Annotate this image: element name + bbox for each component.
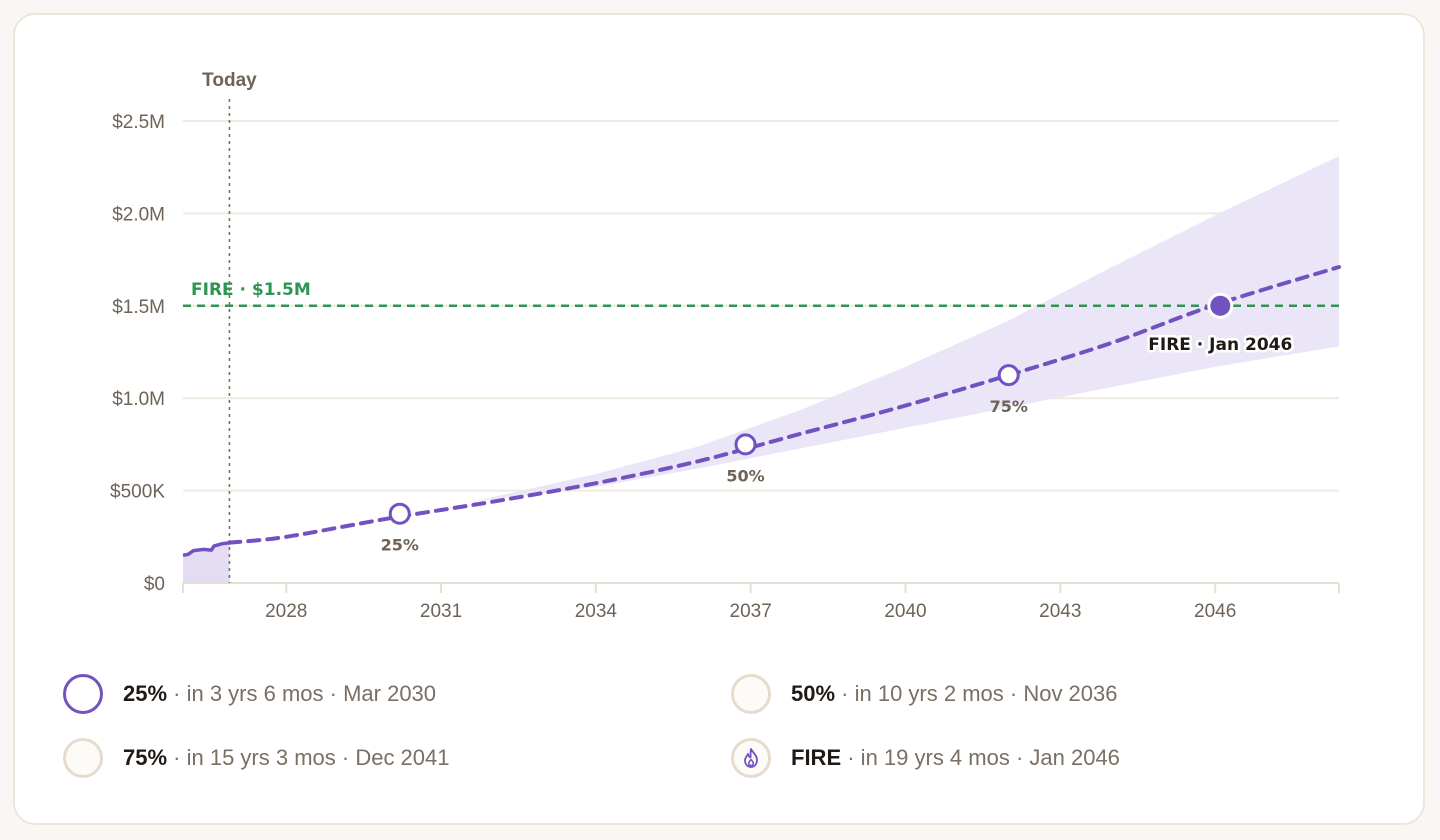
projection-chart: $0 $500K $1.0M $1.5M $2.0M $2.5M 2028 2031 2034… — [110, 70, 1341, 622]
milestone-75-ring-icon — [63, 738, 103, 778]
legend-pct: 25% — [123, 681, 168, 706]
legend-item-25[interactable]: 25% · in 3 yrs 6 mos · Mar 2030 — [63, 671, 436, 717]
fire-milestone-point — [1210, 295, 1231, 316]
milestone-label: 75% — [990, 397, 1028, 416]
y-tick-label: $2.0M — [112, 204, 165, 225]
y-tick-label: $2.5M — [112, 112, 165, 133]
legend-pct: 75% — [123, 745, 168, 770]
milestone-50-ring-icon — [731, 674, 771, 714]
legend-detail: · in 15 yrs 3 mos · Dec 2041 — [167, 745, 450, 770]
history-line — [182, 540, 230, 558]
fire-projection-card: $0 $500K $1.0M $1.5M $2.0M $2.5M 2028 2031 2034… — [13, 13, 1425, 825]
milestone-label: 50% — [726, 466, 764, 485]
x-tick-label: 2037 — [730, 601, 772, 622]
x-tick-label: 2040 — [884, 601, 926, 622]
x-tick-label: 2031 — [420, 601, 462, 622]
x-tick-label: 2034 — [575, 601, 618, 622]
milestone-point — [734, 433, 757, 456]
legend-item-50[interactable]: 50% · in 10 yrs 2 mos · Nov 2036 — [731, 671, 1118, 717]
y-tick-label: $500K — [110, 482, 165, 503]
milestone-point — [997, 364, 1020, 387]
legend-detail: · in 19 yrs 4 mos · Jan 2046 — [841, 745, 1120, 770]
x-tick-label: 2046 — [1194, 601, 1236, 622]
projection-range-band — [472, 156, 1339, 502]
legend-detail: · in 3 yrs 6 mos · Mar 2030 — [167, 681, 437, 706]
y-tick-label: $0 — [144, 574, 165, 595]
y-tick-label: $1.5M — [112, 297, 165, 318]
x-tick-label: 2043 — [1039, 601, 1081, 622]
y-tick-label: $1.0M — [112, 389, 165, 410]
legend-item-75[interactable]: 75% · in 15 yrs 3 mos · Dec 2041 — [63, 735, 450, 781]
legend-pct: FIRE — [791, 745, 842, 770]
history-area — [183, 542, 230, 583]
fire-date-label: FIRE · Jan 2046 — [1148, 335, 1292, 355]
today-label: Today — [202, 70, 257, 91]
x-tick-label: 2028 — [265, 601, 307, 622]
projection-line — [227, 264, 1341, 545]
milestone-label: 25% — [381, 536, 419, 555]
milestone-point — [388, 502, 411, 525]
flame-icon — [731, 738, 771, 778]
legend-detail: · in 10 yrs 2 mos · Nov 2036 — [835, 681, 1118, 706]
fire-target-label: FIRE · $1.5M — [191, 280, 311, 300]
legend-pct: 50% — [791, 681, 836, 706]
legend-item-fire[interactable]: FIRE · in 19 yrs 4 mos · Jan 2046 — [731, 735, 1120, 781]
milestone-25-ring-icon — [63, 674, 103, 714]
